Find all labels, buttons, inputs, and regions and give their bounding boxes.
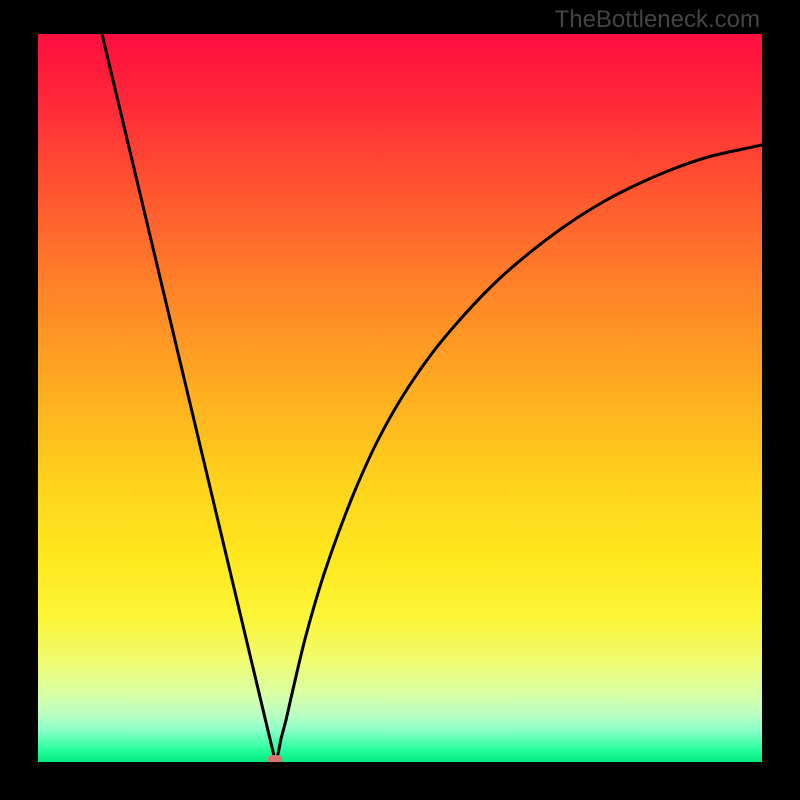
frame-border-left xyxy=(0,0,38,800)
bottleneck-curve xyxy=(38,34,762,762)
curve-right-segment xyxy=(275,145,762,760)
minimum-marker xyxy=(268,755,282,762)
frame-border-bottom xyxy=(0,762,800,800)
chart-frame: TheBottleneck.com xyxy=(0,0,800,800)
curve-left-segment xyxy=(102,34,275,760)
frame-border-right xyxy=(762,0,800,800)
plot-area xyxy=(38,34,762,762)
watermark-text: TheBottleneck.com xyxy=(555,6,760,34)
